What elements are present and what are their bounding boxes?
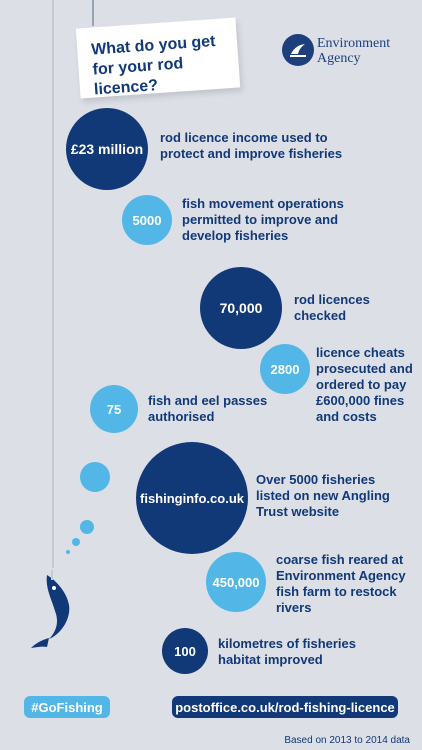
decorative-bubble <box>80 462 110 492</box>
title-card: What do you get for your rod licence? <box>75 17 241 99</box>
footnote: Based on 2013 to 2014 data <box>284 735 410 746</box>
fact-bubble: 70,000 <box>200 267 282 349</box>
fact-text: rod licences checked <box>294 292 370 323</box>
fact-bubble: fishinginfo.co.uk <box>136 442 248 554</box>
fact-bubble: 2800 <box>260 344 310 394</box>
fishing-line <box>52 0 54 568</box>
decorative-bubble <box>80 520 94 534</box>
fact-text: fish and eel passes authorised <box>148 393 268 424</box>
decorative-bubble <box>66 550 70 554</box>
hook-line <box>92 0 94 26</box>
fact-bubble: 5000 <box>122 195 172 245</box>
fact-bubble: 75 <box>90 385 138 433</box>
environment-agency-logo: Environment Agency <box>282 34 402 70</box>
fact-bubble: 450,000 <box>206 552 266 612</box>
hashtag-badge: #GoFishing <box>24 696 110 718</box>
fact-text: licence cheats prosecuted and ordered to… <box>316 345 413 424</box>
url-badge[interactable]: postoffice.co.uk/rod-fishing-licence <box>172 696 398 718</box>
logo-text-line2: Agency <box>317 51 361 66</box>
logo-text-line1: Environment <box>317 36 391 51</box>
fact-bubble: £23 million <box>66 108 148 190</box>
fact-text: coarse fish reared at Environment Agency… <box>276 552 406 615</box>
fact-text: kilometres of fisheries habitat improved <box>218 636 356 667</box>
fact-bubble: 100 <box>162 628 208 674</box>
fish-icon <box>25 570 97 652</box>
fact-text: fish movement operations permitted to im… <box>182 196 344 243</box>
page-title: What do you get for your rod licence? <box>90 32 217 99</box>
fact-text: rod licence income used to protect and i… <box>160 130 343 161</box>
decorative-bubble <box>72 538 80 546</box>
fact-text: Over 5000 fisheries listed on new Anglin… <box>256 472 390 519</box>
logo-icon <box>282 34 314 66</box>
